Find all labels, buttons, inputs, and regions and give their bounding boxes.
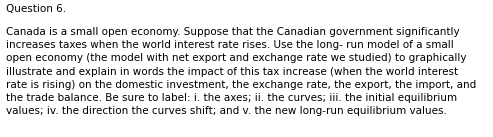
Text: Canada is a small open economy. Suppose that the Canadian government significant: Canada is a small open economy. Suppose … — [6, 27, 476, 116]
Text: Question 6.: Question 6. — [6, 4, 66, 14]
